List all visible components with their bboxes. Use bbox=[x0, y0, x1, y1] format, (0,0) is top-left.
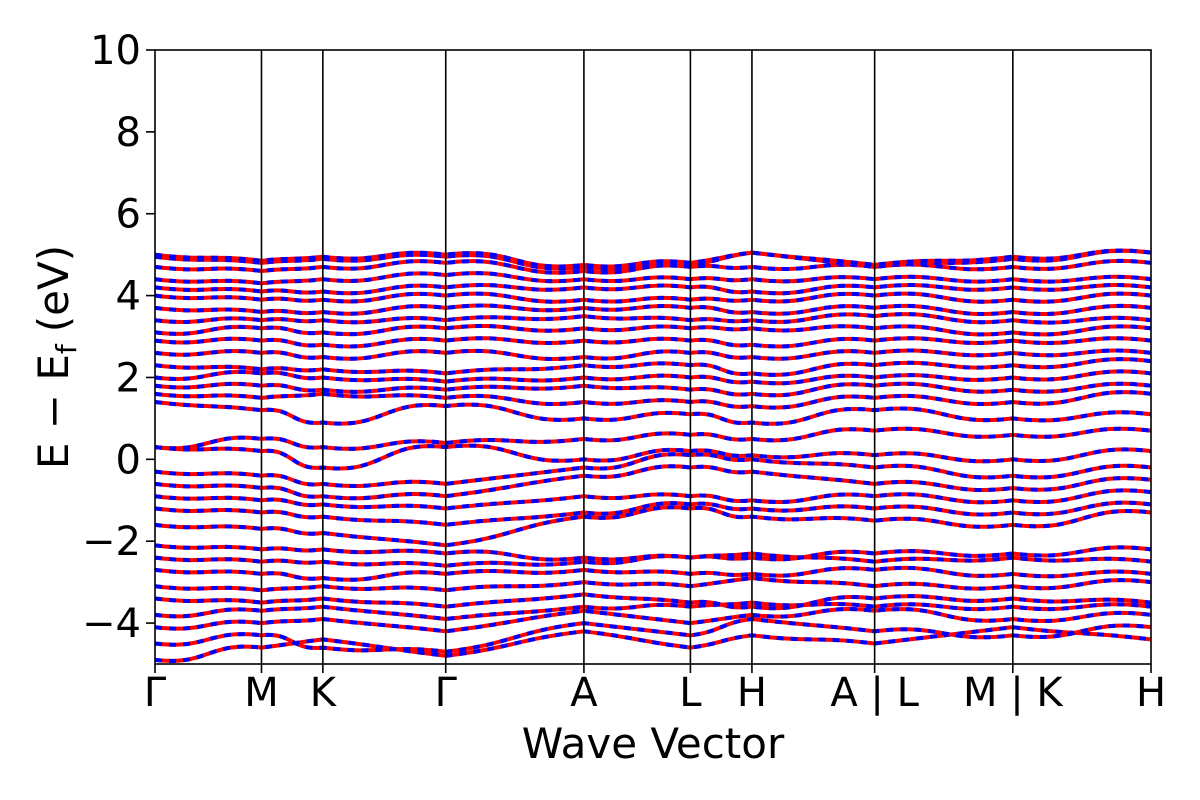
plot-frame bbox=[154, 49, 1152, 665]
band-line-blue bbox=[155, 565, 1151, 582]
band-line-blue bbox=[155, 357, 1151, 377]
band-line-blue bbox=[155, 248, 1151, 269]
x-tick-label: A | L bbox=[830, 670, 919, 716]
x-tick-label: M bbox=[244, 670, 279, 716]
y-tick-label: 2 bbox=[116, 355, 141, 401]
band-line-blue bbox=[155, 323, 1151, 337]
band-line-blue bbox=[155, 381, 1151, 398]
band-line-red bbox=[155, 357, 1151, 377]
band-line-red bbox=[155, 271, 1151, 286]
band-line-blue bbox=[155, 271, 1151, 286]
x-tick-label: L bbox=[679, 670, 702, 716]
y-tick-label: −2 bbox=[82, 519, 141, 565]
y-tick-label: 4 bbox=[116, 274, 141, 320]
band-line-red bbox=[155, 369, 1151, 386]
y-tick-label: 6 bbox=[116, 192, 141, 238]
high-symmetry-lines bbox=[260, 50, 1014, 664]
y-axis-label-subscript: f bbox=[50, 343, 83, 354]
band-line-blue bbox=[155, 390, 1151, 410]
y-tick-label: −4 bbox=[82, 601, 141, 647]
band-line-blue bbox=[155, 400, 1151, 426]
x-tick-label: Γ bbox=[144, 670, 167, 716]
band-line-blue bbox=[155, 291, 1151, 304]
band-line-blue bbox=[155, 283, 1151, 296]
band-line-blue bbox=[155, 600, 1151, 622]
band-line-red bbox=[155, 291, 1151, 304]
band-line-blue bbox=[155, 348, 1151, 361]
band-line-red bbox=[155, 565, 1151, 582]
band-line-blue bbox=[155, 258, 1151, 275]
band-line-red bbox=[155, 390, 1151, 410]
y-tick-label: 8 bbox=[116, 110, 141, 156]
band-line-blue bbox=[155, 505, 1151, 548]
band-line-blue bbox=[155, 426, 1151, 451]
x-tick-label: H bbox=[737, 670, 767, 716]
band-line-red bbox=[155, 283, 1151, 296]
band-line-red bbox=[155, 312, 1151, 325]
band-line-blue bbox=[155, 488, 1151, 511]
y-tick-label: 0 bbox=[116, 437, 141, 483]
band-line-blue bbox=[155, 592, 1151, 611]
band-line-red bbox=[155, 336, 1151, 349]
band-line-blue bbox=[155, 464, 1151, 501]
y-axis-label: E − Ef (eV) bbox=[29, 245, 83, 469]
x-tick-label: Γ bbox=[435, 670, 458, 716]
y-axis-label-main: E − E bbox=[29, 354, 78, 469]
x-tick-label: K bbox=[310, 670, 338, 716]
band-line-blue bbox=[155, 607, 1151, 634]
x-tick-label: A bbox=[570, 670, 598, 716]
band-line-red bbox=[155, 303, 1151, 316]
band-line-blue bbox=[155, 312, 1151, 325]
band-line-blue bbox=[155, 303, 1151, 316]
band-line-blue bbox=[155, 575, 1151, 593]
y-tick-label: 10 bbox=[90, 28, 141, 74]
band-line-blue bbox=[155, 336, 1151, 349]
band-line-blue bbox=[155, 369, 1151, 386]
bands-layer bbox=[155, 248, 1151, 663]
x-tick-label: M | K bbox=[963, 670, 1064, 716]
band-line-red bbox=[155, 323, 1151, 337]
band-line-blue bbox=[155, 500, 1151, 527]
x-axis-label: Wave Vector bbox=[522, 719, 785, 768]
band-line-red bbox=[155, 426, 1151, 451]
band-line-red bbox=[155, 348, 1151, 361]
band-line-blue bbox=[155, 452, 1151, 488]
y-axis-label-unit: (eV) bbox=[29, 245, 78, 332]
band-line-blue bbox=[155, 616, 1151, 654]
y-axis-ticks: −4 −2 0 2 4 6 8 10 bbox=[82, 28, 155, 647]
x-tick-label: H bbox=[1136, 670, 1166, 716]
band-line-blue bbox=[155, 543, 1151, 562]
band-line-blue bbox=[155, 443, 1151, 471]
band-line-red bbox=[155, 600, 1151, 622]
